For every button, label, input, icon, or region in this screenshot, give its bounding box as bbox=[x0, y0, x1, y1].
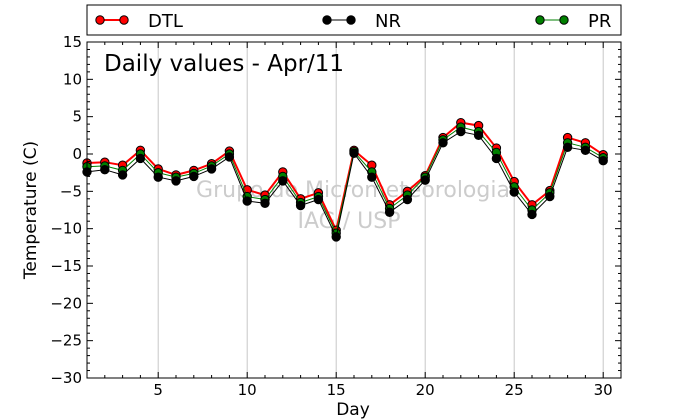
series-nr bbox=[82, 126, 608, 242]
grid bbox=[157, 42, 604, 378]
data-point-nr bbox=[438, 138, 448, 148]
data-point-nr bbox=[562, 142, 573, 152]
y-tick-label-5: 5 bbox=[72, 108, 82, 126]
legend-item-pr: PR bbox=[535, 11, 611, 32]
y-tick-label-0: 0 bbox=[72, 145, 82, 163]
data-point-nr bbox=[242, 196, 252, 206]
x-axis-label: Day bbox=[336, 400, 370, 420]
y-tick-label--5: −5 bbox=[60, 182, 82, 200]
legend-item-dtl: DTL bbox=[95, 11, 183, 32]
x-tick-label-20: 20 bbox=[416, 381, 435, 399]
data-point-nr bbox=[402, 194, 413, 205]
legend-marker-pr bbox=[535, 15, 545, 25]
x-tick-label-10: 10 bbox=[238, 381, 257, 399]
data-point-nr bbox=[367, 172, 377, 182]
y-tick-label-15: 15 bbox=[63, 33, 82, 51]
y-axis-label: Temperature (C) bbox=[21, 141, 41, 280]
chart-title: Daily values - Apr/11 bbox=[104, 51, 344, 77]
data-point-nr bbox=[117, 170, 128, 180]
data-point-nr bbox=[473, 130, 484, 141]
data-point-nr bbox=[349, 148, 359, 158]
watermark-line-2: IAG / USP bbox=[298, 209, 401, 234]
legend-label-pr: PR bbox=[588, 11, 611, 32]
x-tick-label-15: 15 bbox=[327, 381, 346, 399]
series-layer bbox=[82, 117, 608, 242]
y-tick-label-10: 10 bbox=[63, 70, 82, 88]
data-point-nr bbox=[171, 176, 181, 186]
legend: DTL NR PR bbox=[86, 4, 622, 36]
x-tick-label-30: 30 bbox=[594, 381, 613, 399]
data-point-nr bbox=[278, 176, 288, 186]
y-tick-label--15: −15 bbox=[50, 257, 82, 275]
data-point-nr bbox=[295, 200, 306, 211]
legend-marker-nr bbox=[322, 15, 332, 25]
y-tick-label--20: −20 bbox=[50, 294, 82, 312]
data-point-nr bbox=[100, 164, 110, 175]
data-point-nr bbox=[331, 232, 341, 242]
data-point-nr bbox=[420, 175, 430, 185]
data-point-nr bbox=[153, 172, 163, 182]
data-point-nr bbox=[491, 153, 502, 164]
data-point-nr bbox=[206, 164, 217, 174]
data-point-nr bbox=[313, 194, 324, 205]
data-point-nr bbox=[598, 156, 608, 166]
legend-marker-dtl bbox=[95, 15, 105, 25]
data-point-nr bbox=[189, 171, 199, 182]
y-tick-label--30: −30 bbox=[50, 369, 82, 387]
legend-label-nr: NR bbox=[375, 11, 401, 32]
data-point-nr bbox=[509, 187, 519, 197]
y-tick-label--25: −25 bbox=[50, 332, 82, 350]
x-tick-label-5: 5 bbox=[153, 381, 163, 399]
data-point-nr bbox=[135, 153, 146, 164]
data-point-nr bbox=[384, 207, 395, 217]
legend-label-dtl: DTL bbox=[148, 11, 183, 32]
data-point-nr bbox=[527, 209, 537, 220]
x-axis: 5 10 15 20 25 30 bbox=[86, 42, 622, 399]
y-tick-label--10: −10 bbox=[50, 220, 82, 238]
legend-marker-dtl bbox=[119, 15, 129, 25]
legend-item-nr: NR bbox=[322, 11, 401, 32]
data-point-nr bbox=[224, 152, 235, 162]
legend-marker-pr bbox=[559, 15, 569, 25]
data-point-nr bbox=[545, 191, 555, 202]
data-point-nr bbox=[456, 126, 466, 137]
y-axis: −30 −25 −20 −15 −10 −5 0 5 10 15 bbox=[50, 33, 621, 387]
x-tick-label-25: 25 bbox=[505, 381, 524, 399]
legend-marker-nr bbox=[346, 15, 356, 25]
data-point-nr bbox=[580, 145, 591, 155]
data-point-nr bbox=[260, 198, 270, 208]
